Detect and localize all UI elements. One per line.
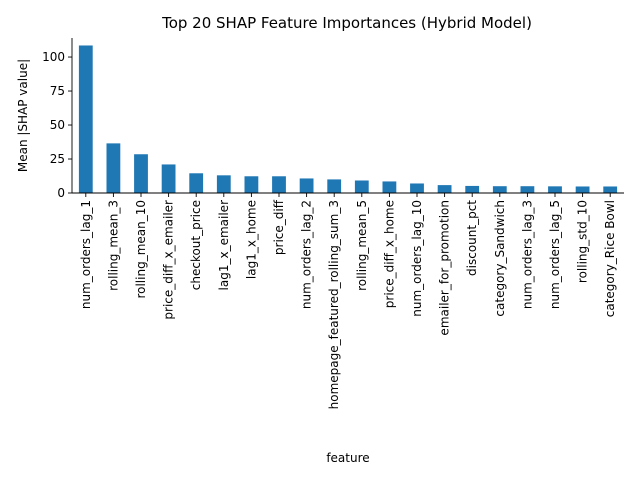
bar-num_orders_lag_1	[78, 45, 93, 193]
y-tick-label: 100	[42, 50, 65, 64]
bar-price_diff_x_emailer	[161, 164, 176, 193]
y-tick-label: 25	[50, 152, 65, 166]
x-axis-ticks: num_orders_lag_1 rolling_mean_3 rolling_me…	[79, 193, 617, 409]
bar-category_rice-bowl	[603, 186, 618, 193]
x-tick-label: rolling_mean_10	[134, 200, 148, 299]
bar-num_orders_lag_2	[299, 178, 314, 193]
bar-lag1_x_emailer	[216, 175, 231, 193]
x-tick-label: price_diff_x_home	[382, 200, 396, 308]
x-tick-label: lag1_x_home	[244, 200, 258, 279]
x-tick-label: price_diff	[272, 199, 286, 255]
x-tick-label: rolling_std_10	[576, 200, 590, 283]
bar-category_sandwich	[492, 186, 507, 193]
y-tick-label: 75	[50, 84, 65, 98]
x-tick-label: num_orders_lag_3	[520, 200, 534, 309]
x-tick-label: rolling_mean_3	[106, 200, 120, 291]
bar-num_orders_lag_10	[410, 183, 424, 193]
x-axis-label: feature	[326, 451, 369, 465]
x-tick-label: lag1_x_emailer	[217, 200, 231, 291]
bar-rolling_std_10	[575, 186, 590, 193]
y-axis-label: Mean |SHAP value|	[16, 59, 30, 172]
x-tick-label: num_orders_lag_2	[300, 200, 314, 309]
bar-discount_pct	[465, 185, 480, 193]
y-tick-label: 0	[57, 186, 65, 200]
bars-group	[78, 45, 618, 193]
x-tick-label: emailer_for_promotion	[438, 200, 452, 336]
bar-homepage_featured_rolling_sum_3	[327, 179, 342, 193]
x-tick-label: num_orders_lag_5	[548, 200, 562, 309]
bar-lag1_x_home	[244, 176, 259, 193]
y-tick-label: 50	[50, 118, 65, 132]
bar-price_diff	[272, 176, 286, 193]
x-tick-label: discount_pct	[465, 200, 479, 276]
bar-price_diff_x_home	[382, 181, 397, 193]
x-tick-label: homepage_featured_rolling_sum_3	[327, 200, 341, 409]
x-tick-label: checkout_price	[189, 200, 203, 290]
x-tick-label: price_diff_x_emailer	[162, 200, 176, 320]
bar-num_orders_lag_5	[548, 186, 562, 193]
bar-num_orders_lag_3	[520, 186, 535, 193]
bar-emailer_for_promotion	[437, 185, 452, 193]
x-tick-label: num_orders_lag_1	[79, 200, 93, 309]
bar-rolling_mean_5	[354, 180, 369, 193]
y-axis-ticks: 0 25 50 75 100	[42, 50, 72, 200]
bar-rolling_mean_3	[106, 143, 121, 193]
x-tick-label: category_Sandwich	[493, 200, 507, 317]
chart-title: Top 20 SHAP Feature Importances (Hybrid …	[161, 14, 532, 32]
x-tick-label: category_Rice Bowl	[603, 200, 617, 317]
bar-rolling_mean_10	[134, 154, 148, 193]
x-tick-label: num_orders_lag_10	[410, 200, 424, 317]
bar-checkout_price	[189, 173, 204, 193]
x-tick-label: rolling_mean_5	[355, 200, 369, 291]
